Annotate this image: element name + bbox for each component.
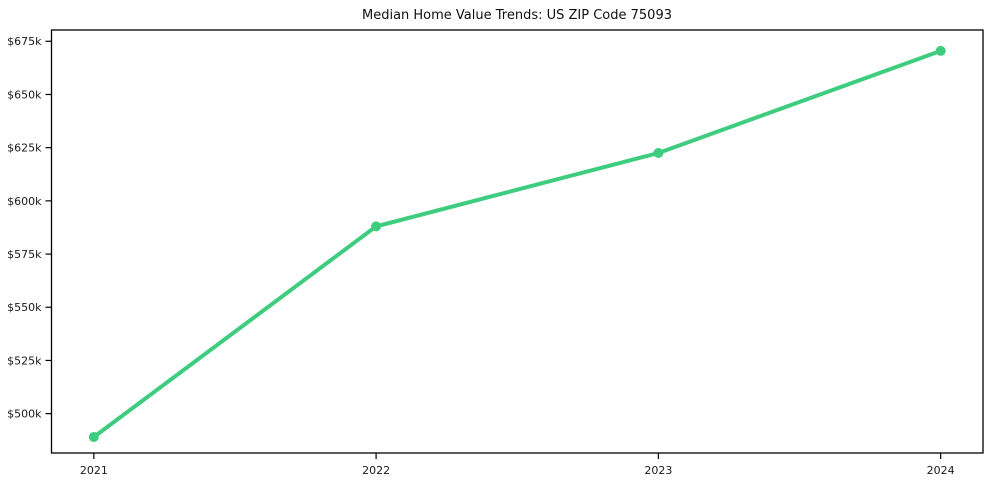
data-point-marker [371, 221, 382, 232]
x-tick-label: 2021 [80, 464, 108, 477]
trend-line [91, 48, 943, 439]
y-tick-label: $600k [7, 195, 42, 208]
y-tick-label: $500k [7, 408, 42, 421]
chart-title: Median Home Value Trends: US ZIP Code 75… [361, 8, 672, 23]
x-tick-label: 2024 [927, 464, 955, 477]
data-point-marker [653, 148, 664, 158]
plot-border [50, 29, 984, 454]
data-point-marker [88, 432, 99, 442]
y-tick-label: $650k [7, 88, 42, 101]
data-point-marker [935, 45, 946, 56]
y-tick-label: $625k [7, 142, 42, 155]
y-tick-label: $550k [7, 301, 42, 314]
y-tick-label: $525k [7, 354, 42, 367]
x-tick-label: 2023 [644, 464, 672, 477]
y-tick-label: $675k [7, 35, 42, 48]
y-tick-label: $575k [7, 248, 42, 261]
x-tick-label: 2022 [362, 464, 390, 477]
